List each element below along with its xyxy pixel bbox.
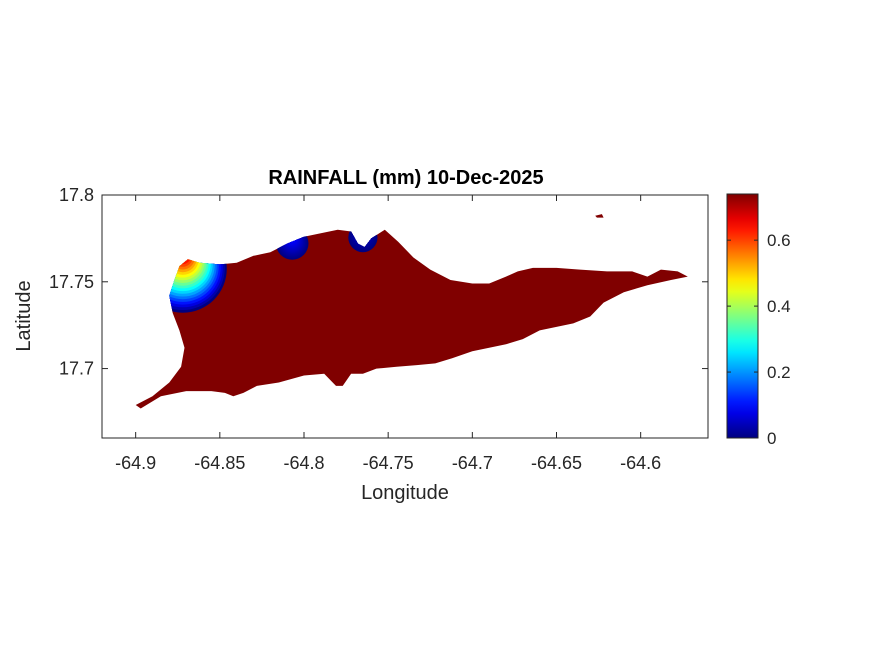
hotspot-2-ring xyxy=(359,230,367,237)
colorbar-tick-label: 0.2 xyxy=(767,363,791,382)
x-axis-label: Longitude xyxy=(361,482,449,504)
hotspot-2-ring xyxy=(360,231,365,236)
colorbar-tick-label: 0 xyxy=(767,429,776,448)
hotspot-1-ring xyxy=(290,236,295,241)
hotspot-2-ring xyxy=(360,230,366,236)
hotspot-2-ring xyxy=(356,229,370,241)
colorbar-ticks: 0 0.2 0.4 0.6 xyxy=(727,231,791,448)
x-tick-label: -64.8 xyxy=(283,453,324,473)
islet-region xyxy=(595,214,604,218)
x-tick-label: -64.6 xyxy=(620,453,661,473)
y-tick-label: 17.8 xyxy=(59,185,94,205)
hotspot-2-ring xyxy=(358,229,368,239)
y-tick-label: 17.7 xyxy=(59,359,94,379)
x-tick-label: -64.75 xyxy=(363,453,414,473)
hotspot-0-ring xyxy=(174,248,191,265)
hotspot-1-ring xyxy=(288,235,296,243)
hotspot-0-ring xyxy=(180,252,185,256)
y-axis-label: Latitude xyxy=(13,280,35,351)
hotspot-2-ring xyxy=(354,229,371,244)
axes-frame xyxy=(101,194,709,439)
hotspot-2-ring xyxy=(355,229,371,243)
y-tick-label: 17.75 xyxy=(49,272,94,292)
hotspot-2-ring xyxy=(354,229,372,245)
hotspot-2-ring xyxy=(353,229,373,245)
chart-title: RAINFALL (mm) 10-Dec-2025 xyxy=(268,167,543,189)
hotspot-0-ring xyxy=(176,249,189,262)
colorbar: 0 0.2 0.4 0.6 xyxy=(726,193,791,448)
x-tick-label: -64.7 xyxy=(452,453,493,473)
island-rainfall-region xyxy=(135,229,688,409)
x-tick-label: -64.9 xyxy=(115,453,156,473)
x-tick-label: -64.85 xyxy=(194,453,245,473)
hotspot-1-ring xyxy=(289,235,295,242)
colorbar-frame xyxy=(726,193,759,439)
hotspot-2-ring xyxy=(356,229,370,242)
hotspot-2-ring xyxy=(352,229,374,247)
plot-area: -64.9 -64.85 -64.8 -64.75 -64.7 -64.65 -64.6 1… xyxy=(49,185,709,473)
hotspot-0-ring xyxy=(178,250,187,259)
x-tick-label: -64.65 xyxy=(531,453,582,473)
hotspot-2-ring xyxy=(359,230,367,238)
y-axis-ticks: 17.7 17.75 17.8 xyxy=(49,185,708,379)
hotspot-2-ring xyxy=(351,229,374,248)
hotspot-2-ring xyxy=(353,229,373,246)
colorbar-tick-label: 0.6 xyxy=(767,231,791,250)
colorbar-tick-label: 0.4 xyxy=(767,297,791,316)
hotspot-2-ring xyxy=(351,229,375,249)
colorbar-fill xyxy=(727,194,758,438)
hotspot-2-ring xyxy=(357,229,369,240)
hotspot-2-ring xyxy=(357,229,368,240)
x-axis-ticks: -64.9 -64.85 -64.8 -64.75 -64.7 -64.65 -64.6 xyxy=(115,195,661,473)
hotspot-2-ring xyxy=(350,229,376,250)
